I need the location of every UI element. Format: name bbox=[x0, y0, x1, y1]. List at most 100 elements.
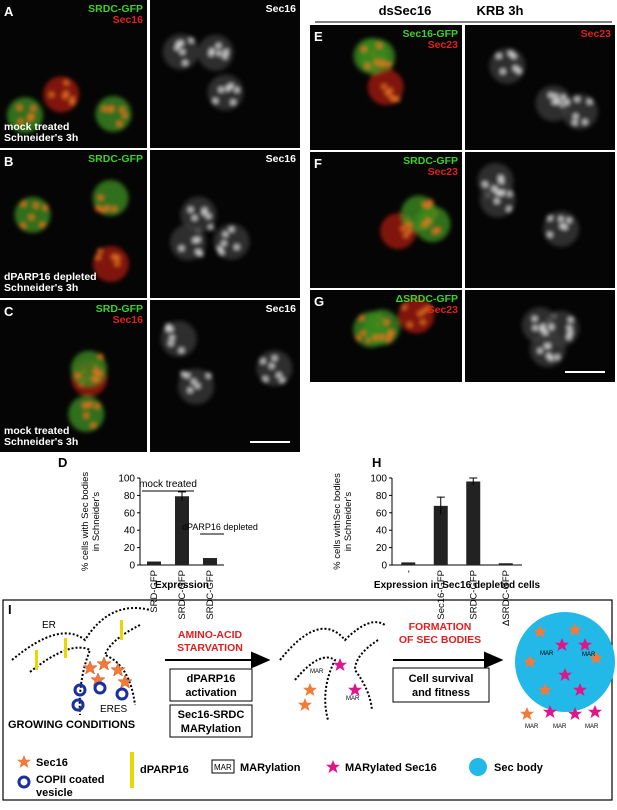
cells bbox=[353, 37, 404, 106]
puncta bbox=[384, 319, 390, 325]
puncta bbox=[230, 99, 236, 105]
cell bbox=[14, 196, 51, 233]
y-tick-label: 20 bbox=[124, 543, 136, 554]
puncta bbox=[547, 215, 553, 221]
puncta bbox=[17, 105, 23, 111]
puncta bbox=[406, 222, 412, 228]
puncta bbox=[568, 317, 574, 323]
puncta bbox=[174, 45, 180, 51]
puncta bbox=[222, 231, 228, 237]
sec16-star bbox=[117, 674, 133, 689]
sec16-star bbox=[520, 707, 534, 720]
legend-text: dPARP16 bbox=[140, 764, 189, 776]
puncta bbox=[98, 353, 104, 359]
cells bbox=[7, 76, 132, 134]
cells bbox=[521, 307, 580, 368]
label: GROWING CONDITIONS bbox=[8, 719, 135, 731]
sec16-star bbox=[96, 656, 112, 671]
x-tick-label: - bbox=[403, 570, 414, 573]
vesicle bbox=[73, 683, 87, 697]
y-tick-label: 60 bbox=[124, 508, 136, 519]
puncta bbox=[417, 311, 423, 317]
bar bbox=[466, 481, 481, 565]
cell bbox=[256, 350, 293, 387]
y-axis-label: in Schneider's bbox=[343, 492, 354, 552]
puncta bbox=[364, 63, 370, 69]
puncta bbox=[421, 308, 427, 314]
channel-label: Sec23 bbox=[428, 39, 459, 51]
y-axis-label: % cells with Sec bodies bbox=[80, 472, 91, 572]
marylated-star bbox=[348, 683, 362, 696]
puncta bbox=[386, 337, 392, 343]
cells bbox=[477, 162, 580, 247]
puncta bbox=[566, 217, 572, 223]
puncta bbox=[192, 215, 198, 221]
puncta bbox=[260, 358, 266, 364]
puncta bbox=[545, 343, 551, 349]
puncta bbox=[553, 93, 559, 99]
legend-copii bbox=[17, 775, 31, 789]
cells bbox=[170, 196, 250, 261]
puncta bbox=[187, 387, 193, 393]
puncta bbox=[559, 223, 565, 229]
puncta bbox=[28, 214, 34, 220]
puncta bbox=[188, 207, 194, 213]
puncta bbox=[379, 61, 385, 67]
cells bbox=[14, 180, 129, 282]
puncta bbox=[425, 218, 431, 224]
puncta bbox=[381, 84, 387, 90]
box bbox=[169, 704, 253, 738]
puncta bbox=[27, 116, 33, 122]
cell bbox=[43, 76, 80, 113]
label: FORMATION bbox=[409, 621, 472, 633]
puncta bbox=[180, 371, 186, 377]
cell bbox=[477, 162, 514, 199]
micrograph bbox=[465, 25, 615, 150]
right-header: dsSec16 KRB 3h bbox=[315, 3, 612, 23]
puncta bbox=[572, 120, 578, 126]
legend-text: vesicle bbox=[36, 787, 73, 799]
puncta bbox=[178, 40, 184, 46]
puncta bbox=[547, 232, 553, 238]
cell bbox=[180, 196, 217, 233]
caption: Schneider's 3h bbox=[4, 132, 78, 144]
y-tick-label: 60 bbox=[376, 508, 388, 519]
puncta bbox=[567, 330, 573, 336]
puncta bbox=[165, 323, 171, 329]
bar bbox=[203, 558, 217, 565]
diagram: I ER ERES GROWING CONDITIONS AMINO-ACID … bbox=[2, 599, 615, 801]
mar-tag: MAR bbox=[310, 669, 324, 675]
legend-text: MARylation bbox=[240, 762, 301, 774]
puncta bbox=[114, 261, 120, 267]
puncta bbox=[95, 205, 101, 211]
mar-tag: MAR bbox=[214, 763, 232, 772]
puncta bbox=[182, 60, 188, 66]
puncta bbox=[495, 190, 501, 196]
arrow bbox=[393, 651, 504, 669]
puncta bbox=[387, 333, 393, 339]
mar-tag: MAR bbox=[540, 651, 554, 657]
dparp16 bbox=[35, 650, 38, 670]
puncta bbox=[234, 87, 240, 93]
legend-sec16 bbox=[17, 755, 31, 768]
annotation: mock treated bbox=[139, 479, 197, 490]
puncta bbox=[482, 181, 488, 187]
label: Sec16-SRDC bbox=[178, 709, 245, 721]
channel-label: SRDC-GFP bbox=[403, 155, 458, 167]
vesicle bbox=[115, 687, 129, 701]
puncta bbox=[168, 326, 174, 332]
cells bbox=[380, 195, 451, 250]
puncta bbox=[216, 50, 222, 56]
label: ER bbox=[42, 620, 56, 631]
label: ERES bbox=[100, 704, 128, 715]
puncta bbox=[92, 376, 98, 382]
dparp16 bbox=[64, 638, 67, 658]
puncta bbox=[422, 221, 428, 227]
y-tick-label: 80 bbox=[376, 491, 388, 502]
header-text: dsSec16 bbox=[379, 3, 432, 18]
legend-text: Sec body bbox=[494, 762, 544, 774]
puncta bbox=[169, 335, 175, 341]
channel-label: Sec16 bbox=[113, 14, 144, 26]
puncta bbox=[361, 46, 367, 52]
